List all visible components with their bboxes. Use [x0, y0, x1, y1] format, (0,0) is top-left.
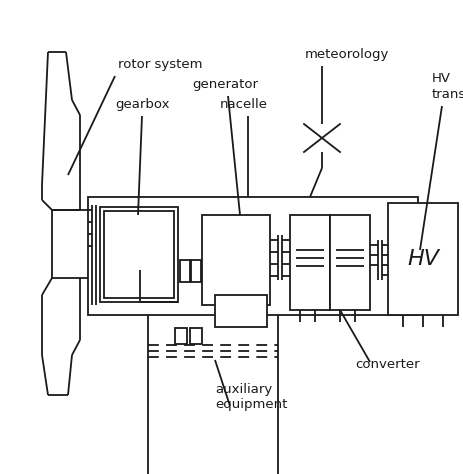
Text: nacelle: nacelle: [220, 98, 268, 111]
Bar: [215, 295, 267, 327]
Bar: [180, 260, 190, 282]
Bar: [100, 207, 178, 302]
Bar: [190, 328, 202, 344]
Bar: [175, 328, 187, 344]
Bar: [330, 215, 370, 310]
Bar: [191, 260, 201, 282]
Text: trans: trans: [432, 88, 463, 101]
Text: converter: converter: [355, 358, 419, 371]
Text: generator: generator: [192, 78, 258, 91]
Bar: [104, 211, 174, 298]
Text: auxiliary
equipment: auxiliary equipment: [215, 383, 288, 411]
Bar: [290, 215, 330, 310]
Text: HV: HV: [432, 72, 451, 85]
Text: rotor system: rotor system: [118, 58, 202, 71]
Bar: [88, 197, 418, 315]
Bar: [202, 215, 270, 305]
Text: meteorology: meteorology: [305, 48, 389, 61]
Bar: [388, 203, 458, 315]
Text: HV: HV: [407, 249, 439, 269]
Text: gearbox: gearbox: [115, 98, 169, 111]
Bar: [52, 210, 90, 278]
